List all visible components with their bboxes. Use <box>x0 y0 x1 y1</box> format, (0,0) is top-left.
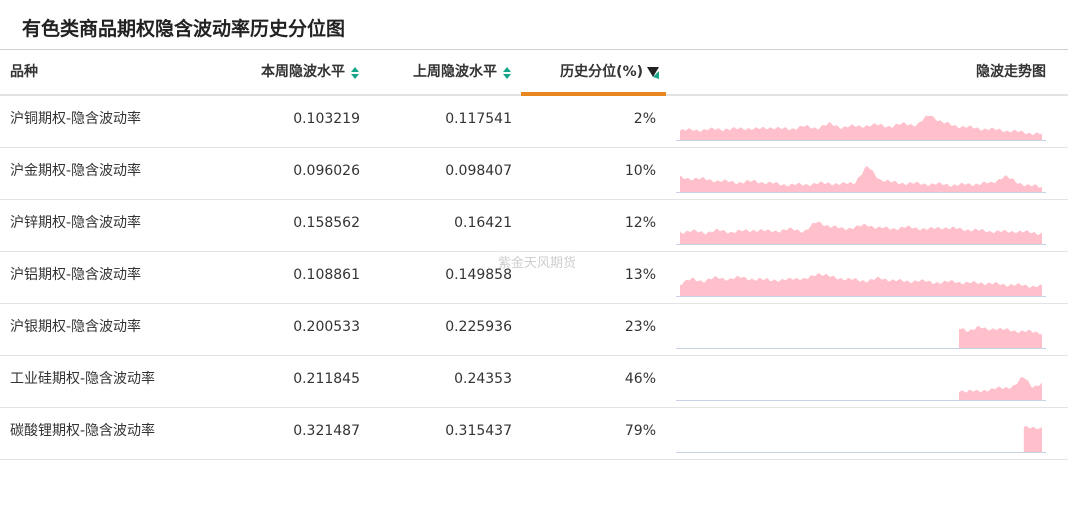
header-previous[interactable]: 上周隐波水平 <box>413 50 512 94</box>
page-title: 有色类商品期权隐含波动率历史分位图 <box>22 18 346 40</box>
sparkline-area <box>680 273 1042 296</box>
current-iv: 0.158562 <box>293 215 360 231</box>
iv-percentile: 10% <box>624 163 656 179</box>
table-row: 沪锌期权-隐含波动率 0.158562 0.16421 12% <box>0 200 1068 252</box>
table-row: 工业硅期权-隐含波动率 0.211845 0.24353 46% <box>0 356 1068 408</box>
iv-percentile: 12% <box>624 215 656 231</box>
iv-sparkline <box>676 325 1046 349</box>
header-current[interactable]: 本周隐波水平 <box>261 50 360 94</box>
current-iv: 0.200533 <box>293 319 360 335</box>
table-header: 品种 本周隐波水平 上周隐波水平 历史分位(%) 隐波走势图 <box>0 49 1068 96</box>
iv-percentile: 2% <box>633 111 656 127</box>
iv-sparkline <box>676 425 1046 453</box>
iv-sparkline <box>676 166 1046 193</box>
sparkline-area <box>959 376 1042 400</box>
active-sort-underline <box>521 92 666 96</box>
sort-icon[interactable] <box>502 65 512 81</box>
header-current-label: 本周隐波水平 <box>261 64 345 80</box>
iv-percentile: 46% <box>624 371 656 387</box>
previous-iv: 0.225936 <box>445 319 512 335</box>
header-previous-label: 上周隐波水平 <box>413 64 497 80</box>
iv-sparkline <box>676 273 1046 297</box>
iv-percentile: 23% <box>624 319 656 335</box>
previous-iv: 0.16421 <box>454 215 512 231</box>
commodity-name: 沪铝期权-隐含波动率 <box>10 267 142 283</box>
commodity-name: 沪铜期权-隐含波动率 <box>10 111 142 127</box>
commodity-name: 工业硅期权-隐含波动率 <box>10 371 156 387</box>
previous-iv: 0.117541 <box>445 111 512 127</box>
sparkline-area <box>959 325 1042 348</box>
current-iv: 0.096026 <box>293 163 360 179</box>
watermark: 紫金天风期货 <box>498 256 577 271</box>
commodity-name: 沪金期权-隐含波动率 <box>10 163 142 179</box>
table-row: 沪银期权-隐含波动率 0.200533 0.225936 23% <box>0 304 1068 356</box>
previous-iv: 0.098407 <box>445 163 512 179</box>
table-row: 沪铝期权-隐含波动率 0.108861 0.149858 13% <box>0 252 1068 304</box>
table-row: 沪铜期权-隐含波动率 0.103219 0.117541 2% <box>0 96 1068 148</box>
previous-iv: 0.149858 <box>445 267 512 283</box>
iv-sparkline <box>676 221 1046 245</box>
iv-percentile: 13% <box>624 267 656 283</box>
current-iv: 0.108861 <box>293 267 360 283</box>
previous-iv: 0.315437 <box>445 423 512 439</box>
header-name: 品种 <box>10 64 38 80</box>
iv-percentile: 79% <box>624 423 656 439</box>
table-body: 沪铜期权-隐含波动率 0.103219 0.117541 2% 沪金期权-隐含波动率 0.… <box>0 96 1068 460</box>
current-iv: 0.103219 <box>293 111 360 127</box>
sparkline-area <box>680 221 1042 244</box>
current-iv: 0.321487 <box>293 423 360 439</box>
commodity-name: 碳酸锂期权-隐含波动率 <box>10 423 156 439</box>
previous-iv: 0.24353 <box>454 371 512 387</box>
sparkline-area <box>680 115 1042 140</box>
commodity-name: 沪锌期权-隐含波动率 <box>10 215 142 231</box>
iv-sparkline <box>676 376 1046 401</box>
sparkline-area <box>680 166 1042 192</box>
table-row: 碳酸锂期权-隐含波动率 0.321487 0.315437 79% <box>0 408 1068 460</box>
header-trend: 隐波走势图 <box>976 64 1046 80</box>
iv-sparkline <box>676 115 1046 141</box>
sort-icon[interactable] <box>350 65 360 81</box>
current-iv: 0.211845 <box>293 371 360 387</box>
sort-descending-icon[interactable] <box>646 64 660 80</box>
percentile-table: 品种 本周隐波水平 上周隐波水平 历史分位(%) 隐波走势图 沪铜期权-隐含波动… <box>0 49 1068 460</box>
header-percentile-label: 历史分位(%) <box>560 64 643 80</box>
sparkline-area <box>1023 425 1042 452</box>
commodity-name: 沪银期权-隐含波动率 <box>10 319 142 335</box>
header-percentile[interactable]: 历史分位(%) <box>560 50 660 94</box>
table-row: 沪金期权-隐含波动率 0.096026 0.098407 10% <box>0 148 1068 200</box>
